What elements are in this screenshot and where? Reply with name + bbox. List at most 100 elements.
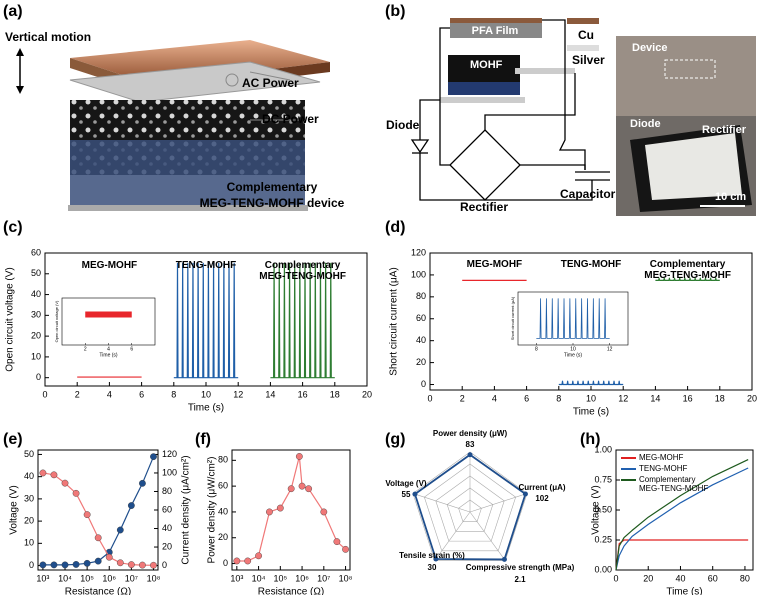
series-line [558, 380, 624, 386]
x-tick-label: 10⁸ [339, 573, 353, 583]
radar-point [433, 556, 439, 562]
inset-x-label: Time (s) [564, 352, 582, 358]
fit-line [236, 455, 346, 562]
legend-label: MEG-MOHF [81, 260, 138, 271]
radar-spoke [469, 511, 506, 561]
inset-x-tick-label: 4 [107, 346, 110, 352]
y-tick-label: 1.00 [594, 444, 612, 454]
y-tick-label: 0.75 [594, 474, 612, 484]
legend-label-box: MEG-MOHF [639, 453, 683, 462]
x-tick-label: 10⁴ [252, 573, 266, 583]
legend-label-box: Complementary MEG-TENG-MOHF [639, 475, 709, 493]
panel-label: (a) [3, 3, 23, 20]
y2-tick-label: 40 [162, 523, 172, 533]
legend-label-box: TENG-MOHF [639, 464, 688, 473]
y-axis-label: Power density (μW/cm²) [207, 457, 218, 564]
y-tick-label: 120 [411, 247, 426, 257]
data-point [61, 479, 69, 487]
photo-rectifier-label: Rectifier [702, 124, 747, 136]
data-point [116, 526, 124, 534]
legend-label-box: MEG-MOHF [467, 259, 523, 270]
x-tick-label: 20 [643, 573, 653, 583]
radar-point [501, 556, 507, 562]
device-illustration [16, 40, 330, 211]
data-point [39, 469, 47, 477]
data-point [72, 489, 80, 497]
x-tick-label: 20 [747, 393, 757, 403]
y-tick-label: 50 [31, 268, 41, 278]
y-tick-label: 30 [24, 493, 34, 503]
data-point [276, 504, 284, 512]
inset-y-label: Open circuit voltage (V) [54, 300, 59, 342]
y-axis-label: Voltage (V) [9, 485, 20, 534]
radar-point [522, 491, 528, 497]
data-point [295, 453, 303, 460]
y-tick-label: 40 [416, 335, 426, 345]
panel-label: (h) [580, 431, 600, 448]
x-tick-label: 0 [427, 393, 432, 403]
y-tick-label: 20 [416, 357, 426, 367]
series-line [655, 277, 720, 281]
x-tick-label: 10⁷ [317, 573, 330, 583]
legend-label: Complementary MEG-TENG-MOHF [639, 475, 709, 493]
data-point [139, 561, 146, 569]
data-point [50, 561, 58, 569]
data-point [39, 561, 47, 569]
data-point [127, 502, 135, 509]
inset-y-label: Short circuit current (μA) [510, 296, 515, 340]
data-point [333, 538, 341, 546]
radar-spoke [412, 493, 471, 513]
motion-label: Vertical motion [5, 30, 91, 44]
series-line [615, 539, 749, 571]
radar-axis-label: Voltage (V) [385, 479, 427, 488]
inset-x-tick-label: 6 [130, 346, 133, 352]
x-tick-label: 10⁶ [295, 573, 309, 583]
x-tick-label: 60 [708, 573, 718, 583]
data-point [127, 561, 135, 569]
y2-tick-label: 120 [162, 449, 177, 459]
y-tick-label: 40 [24, 471, 34, 481]
silver-label: Silver [572, 53, 605, 67]
x-tick-label: 4 [492, 393, 497, 403]
diode-label: Diode [386, 118, 420, 132]
fit-line [42, 472, 154, 566]
fit-line [42, 456, 155, 566]
x-tick-label: 10⁴ [58, 573, 72, 583]
y-tick-label: 20 [31, 331, 41, 341]
data-point [233, 557, 241, 565]
x-tick-label: 12 [618, 393, 628, 403]
y-tick-label: 0 [29, 560, 34, 570]
x-tick-label: 10⁸ [147, 573, 161, 583]
y-tick-label: 60 [416, 313, 426, 323]
x-tick-label: 14 [650, 393, 660, 403]
radar-ring [435, 475, 505, 542]
photo-scale-label: 10 cm [715, 191, 746, 203]
x-tick-label: 4 [107, 389, 112, 399]
x-axis-label: Time (s) [573, 407, 609, 418]
legend-label: Complementary MEG-TENG-MOHF [644, 259, 731, 281]
radar-spoke [469, 493, 528, 513]
rectifier-label: Rectifier [460, 200, 508, 214]
data-point [139, 479, 146, 487]
x-tick-label: 0 [613, 573, 618, 583]
inset-x-label: Time (s) [99, 352, 117, 358]
photo [616, 36, 756, 216]
x-tick-label: 10³ [36, 573, 49, 583]
pfa-label: PFA Film [472, 25, 519, 37]
y-tick-label: 0 [36, 372, 41, 382]
y-tick-label: 0.50 [594, 504, 612, 514]
y-tick-label: 80 [218, 455, 228, 465]
x-tick-label: 2 [460, 393, 465, 403]
inset-x-tick-label: 8 [535, 346, 538, 352]
y-tick-label: 10 [24, 538, 34, 548]
data-point [94, 534, 102, 542]
y-tick-label: 100 [411, 269, 426, 279]
legend-label-box: MEG-MOHF [81, 260, 138, 271]
data-point [298, 482, 306, 490]
legend-label: TENG-MOHF [639, 464, 688, 473]
dc-label: DC Power [262, 112, 319, 126]
y2-tick-label: 0 [162, 560, 167, 570]
inset-frame [61, 297, 156, 346]
radar-axis-label: Current (μA) [518, 483, 565, 492]
